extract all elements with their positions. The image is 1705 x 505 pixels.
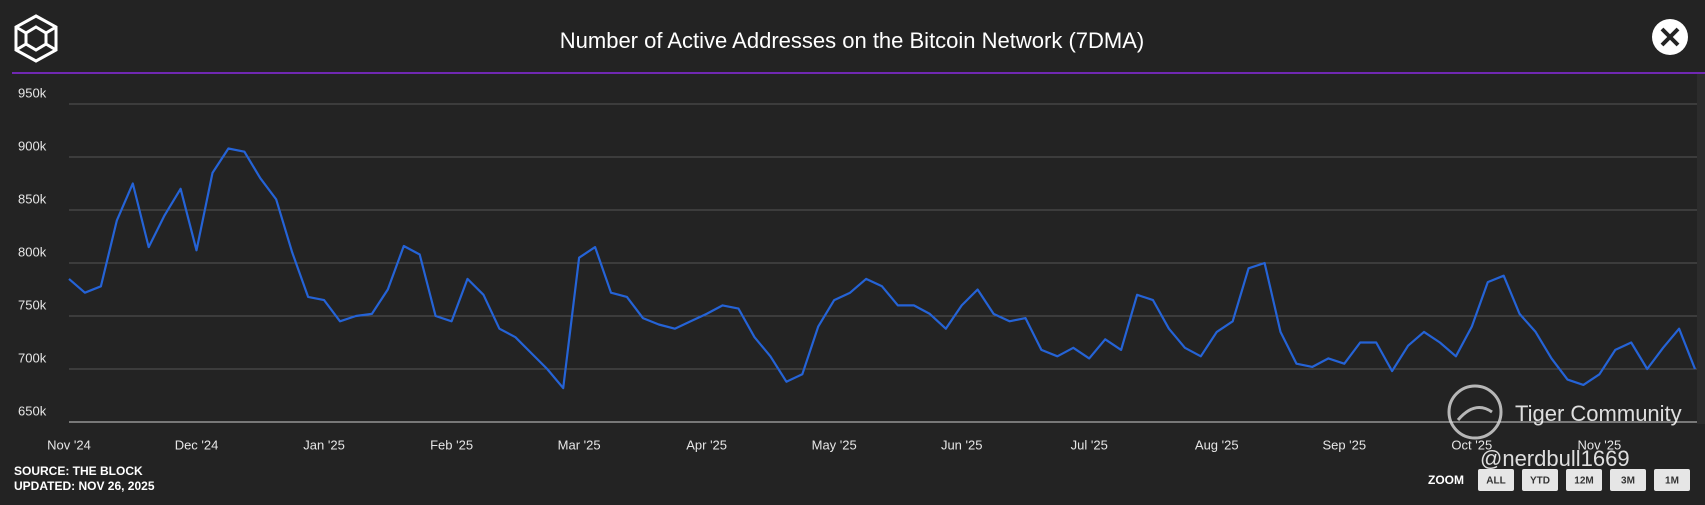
x-tick-label: Jul '25 — [1071, 437, 1108, 452]
zoom-button-bg[interactable] — [1566, 469, 1602, 491]
x-tick-label: Jun '25 — [941, 437, 983, 452]
source: SOURCE: THE BLOCK — [14, 464, 143, 478]
zoom-label: ZOOM — [1428, 473, 1464, 487]
chart-title: Number of Active Addresses on the Bitcoi… — [560, 28, 1144, 53]
x-tick-label: Nov '24 — [47, 437, 91, 452]
logo — [14, 14, 58, 63]
data-line — [68, 147, 1697, 390]
x-tick-label: Oct '25 — [1451, 437, 1492, 452]
x-tick-label: May '25 — [812, 437, 857, 452]
y-tick-label: 650k — [18, 403, 47, 418]
zoom-button-bg[interactable] — [1478, 469, 1514, 491]
y-tick-label: 950k — [18, 85, 47, 100]
zoom-button-bg[interactable] — [1610, 469, 1646, 491]
zoom-button-label[interactable]: 1M — [1665, 476, 1679, 487]
close-button[interactable] — [1652, 19, 1688, 55]
x-tick-label: Apr '25 — [686, 437, 727, 452]
zoom-button-label[interactable]: 3M — [1621, 476, 1635, 487]
updated: UPDATED: NOV 26, 2025 — [14, 479, 155, 493]
x-tick-label: Feb '25 — [430, 437, 473, 452]
y-tick-label: 700k — [18, 350, 47, 365]
zoom-button[interactable]: 12M — [1566, 469, 1602, 491]
zoom-button[interactable]: 3M — [1610, 469, 1646, 491]
watermark: @nerdbull1669 — [1480, 446, 1630, 471]
zoom-button[interactable]: ALL — [1478, 469, 1514, 491]
watermark: Tiger Community — [1515, 401, 1682, 426]
scrollbar — [1697, 74, 1705, 424]
y-tick-label: 900k — [18, 138, 47, 153]
y-tick-label: 850k — [18, 191, 47, 206]
zoom-button-bg[interactable] — [1522, 469, 1558, 491]
x-tick-label: Jan '25 — [303, 437, 345, 452]
zoom-button-bg[interactable] — [1654, 469, 1690, 491]
zoom-button-label[interactable]: ALL — [1486, 476, 1505, 487]
x-tick-label: Nov '25 — [1578, 437, 1622, 452]
y-tick-label: 800k — [18, 244, 47, 259]
x-tick-label: Sep '25 — [1322, 437, 1366, 452]
x-tick-label: Aug '25 — [1195, 437, 1239, 452]
zoom-button[interactable]: YTD — [1522, 469, 1558, 491]
watermark-logo — [1447, 384, 1503, 440]
zoom-button-label[interactable]: 12M — [1574, 476, 1593, 487]
x-tick-label: Mar '25 — [558, 437, 601, 452]
zoom-button[interactable]: 1M — [1654, 469, 1690, 491]
x-tick-label: Dec '24 — [175, 437, 219, 452]
y-tick-label: 750k — [18, 297, 47, 312]
zoom-button-label[interactable]: YTD — [1530, 476, 1550, 487]
